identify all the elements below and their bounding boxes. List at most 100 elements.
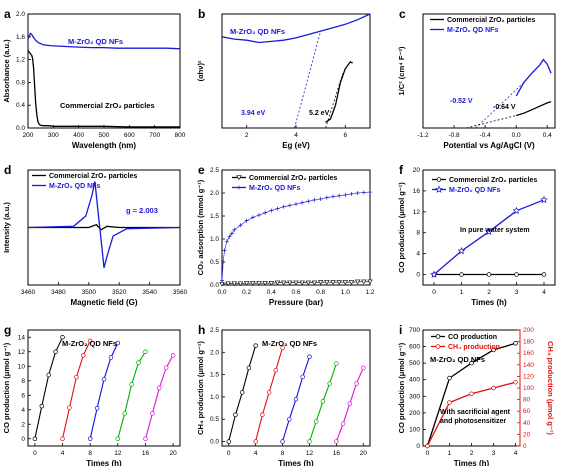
y-tick-label: 0 xyxy=(416,272,420,279)
series-line xyxy=(515,58,552,97)
y-tick-label: 300 xyxy=(409,393,420,400)
data-point xyxy=(157,385,162,391)
data-point xyxy=(115,436,121,442)
data-point xyxy=(260,412,265,418)
data-point xyxy=(136,360,141,365)
y-tick-label: 1.0 xyxy=(210,236,219,243)
data-point xyxy=(46,372,51,378)
plot-frame xyxy=(221,329,371,447)
data-point xyxy=(486,272,492,277)
data-point xyxy=(318,196,323,201)
data-point xyxy=(367,279,373,285)
y-tick-label: 0 xyxy=(416,443,420,450)
data-point xyxy=(287,203,292,208)
data-point xyxy=(355,191,360,195)
data-point xyxy=(306,199,311,204)
data-point xyxy=(307,354,312,360)
annotation: With sacrificial agent xyxy=(440,409,511,416)
x-tick-label: 2 xyxy=(487,289,491,296)
y-tick-label: 1.5 xyxy=(210,213,219,220)
x-tick-label: 1.0 xyxy=(341,289,350,296)
x-tick-label: 8 xyxy=(281,450,285,457)
x-tick-label: 3560 xyxy=(173,289,188,296)
x-axis-label: Times (h) xyxy=(86,459,122,466)
data-point xyxy=(469,391,474,397)
x-tick-label: 0 xyxy=(33,450,37,457)
panel-letter: d xyxy=(4,163,11,177)
y-tick-label-right: 160 xyxy=(523,350,534,357)
y-tick-label: 400 xyxy=(409,377,420,384)
data-point xyxy=(459,272,464,277)
data-point xyxy=(269,208,274,213)
annotation: Commercial ZrO₂ particles xyxy=(60,101,155,110)
x-tick-label: 2 xyxy=(470,450,474,457)
y-tick-label: 1.0 xyxy=(210,394,219,401)
data-point xyxy=(337,193,342,198)
data-point xyxy=(324,280,330,285)
data-point xyxy=(349,191,354,196)
data-point xyxy=(300,200,305,205)
x-tick-label: 2 xyxy=(245,132,249,139)
y-tick-label: 0.5 xyxy=(210,259,219,266)
x-axis-label: Times (h) xyxy=(454,459,490,466)
y-tick-label-right: 100 xyxy=(523,385,534,392)
x-axis-label: Times (h) xyxy=(471,298,507,307)
y-tick-label: 2 xyxy=(21,421,25,428)
data-point xyxy=(280,345,285,351)
data-point xyxy=(312,197,317,202)
x-tick-label: 600 xyxy=(124,132,135,139)
x-axis-label: Times (h) xyxy=(278,459,314,466)
x-tick-label: 4 xyxy=(514,450,518,457)
y-axis-label: Intensity (a.u.) xyxy=(2,202,11,253)
legend-label: M-ZrO₂ QD NFs xyxy=(249,185,300,192)
x-tick-label: 1.2 xyxy=(365,289,374,296)
data-point xyxy=(294,202,298,207)
series-line xyxy=(34,337,63,439)
series-line xyxy=(433,199,545,275)
data-point xyxy=(512,206,521,215)
annotation: M-ZrO₂ QD NFs xyxy=(230,27,285,36)
data-point xyxy=(87,436,93,442)
x-tick-label: 3 xyxy=(492,450,496,457)
series-line xyxy=(325,61,353,123)
x-tick-label: 4 xyxy=(254,450,258,457)
y-tick-label: 0.0 xyxy=(210,282,219,289)
data-point xyxy=(87,338,93,344)
x-tick-label: 1 xyxy=(448,450,452,457)
y-tick-label-right: 180 xyxy=(523,339,534,346)
data-point xyxy=(457,246,466,255)
data-point xyxy=(225,281,231,287)
x-tick-label: 700 xyxy=(149,132,160,139)
data-point xyxy=(39,403,45,409)
panel-letter: b xyxy=(198,7,205,21)
x-tick-label: 0 xyxy=(426,450,430,457)
data-point xyxy=(273,367,279,373)
data-point xyxy=(232,227,237,232)
x-axis-label: Eg (eV) xyxy=(282,141,310,150)
x-tick-label: 200 xyxy=(23,132,34,139)
data-point xyxy=(293,280,299,286)
y-tick-label-right: 120 xyxy=(523,373,534,380)
data-point xyxy=(317,280,324,285)
y-tick-label: 8 xyxy=(416,230,420,237)
panel-letter: i xyxy=(399,323,402,337)
y-tick-label: 6 xyxy=(21,392,25,399)
legend-label: Commercial ZrO₂ particles xyxy=(49,173,137,180)
data-point xyxy=(343,192,348,197)
panel-letter: a xyxy=(4,7,11,21)
data-point xyxy=(221,260,226,264)
y-axis-label: CO production (μmol g⁻¹) xyxy=(397,342,406,433)
panel-d: d Magnetic field (G) Intensity (a.u.) 3460 3… xyxy=(2,163,188,307)
x-tick-label: -0.4 xyxy=(480,132,492,139)
data-point xyxy=(327,381,332,386)
legend-marker xyxy=(435,344,441,349)
y-tick-label: 20 xyxy=(413,167,421,174)
y-tick-label-right: 0 xyxy=(523,443,527,450)
y-tick-label: 10 xyxy=(18,363,26,370)
panel-e: e Pressure (bar) CO₂ adsorption (mmol g⁻¹)… xyxy=(196,163,375,307)
data-point xyxy=(220,278,224,283)
x-tick-label: 0 xyxy=(432,289,436,296)
y-tick-label: 0.4 xyxy=(16,102,25,109)
data-point xyxy=(334,439,339,444)
data-point xyxy=(287,416,292,422)
